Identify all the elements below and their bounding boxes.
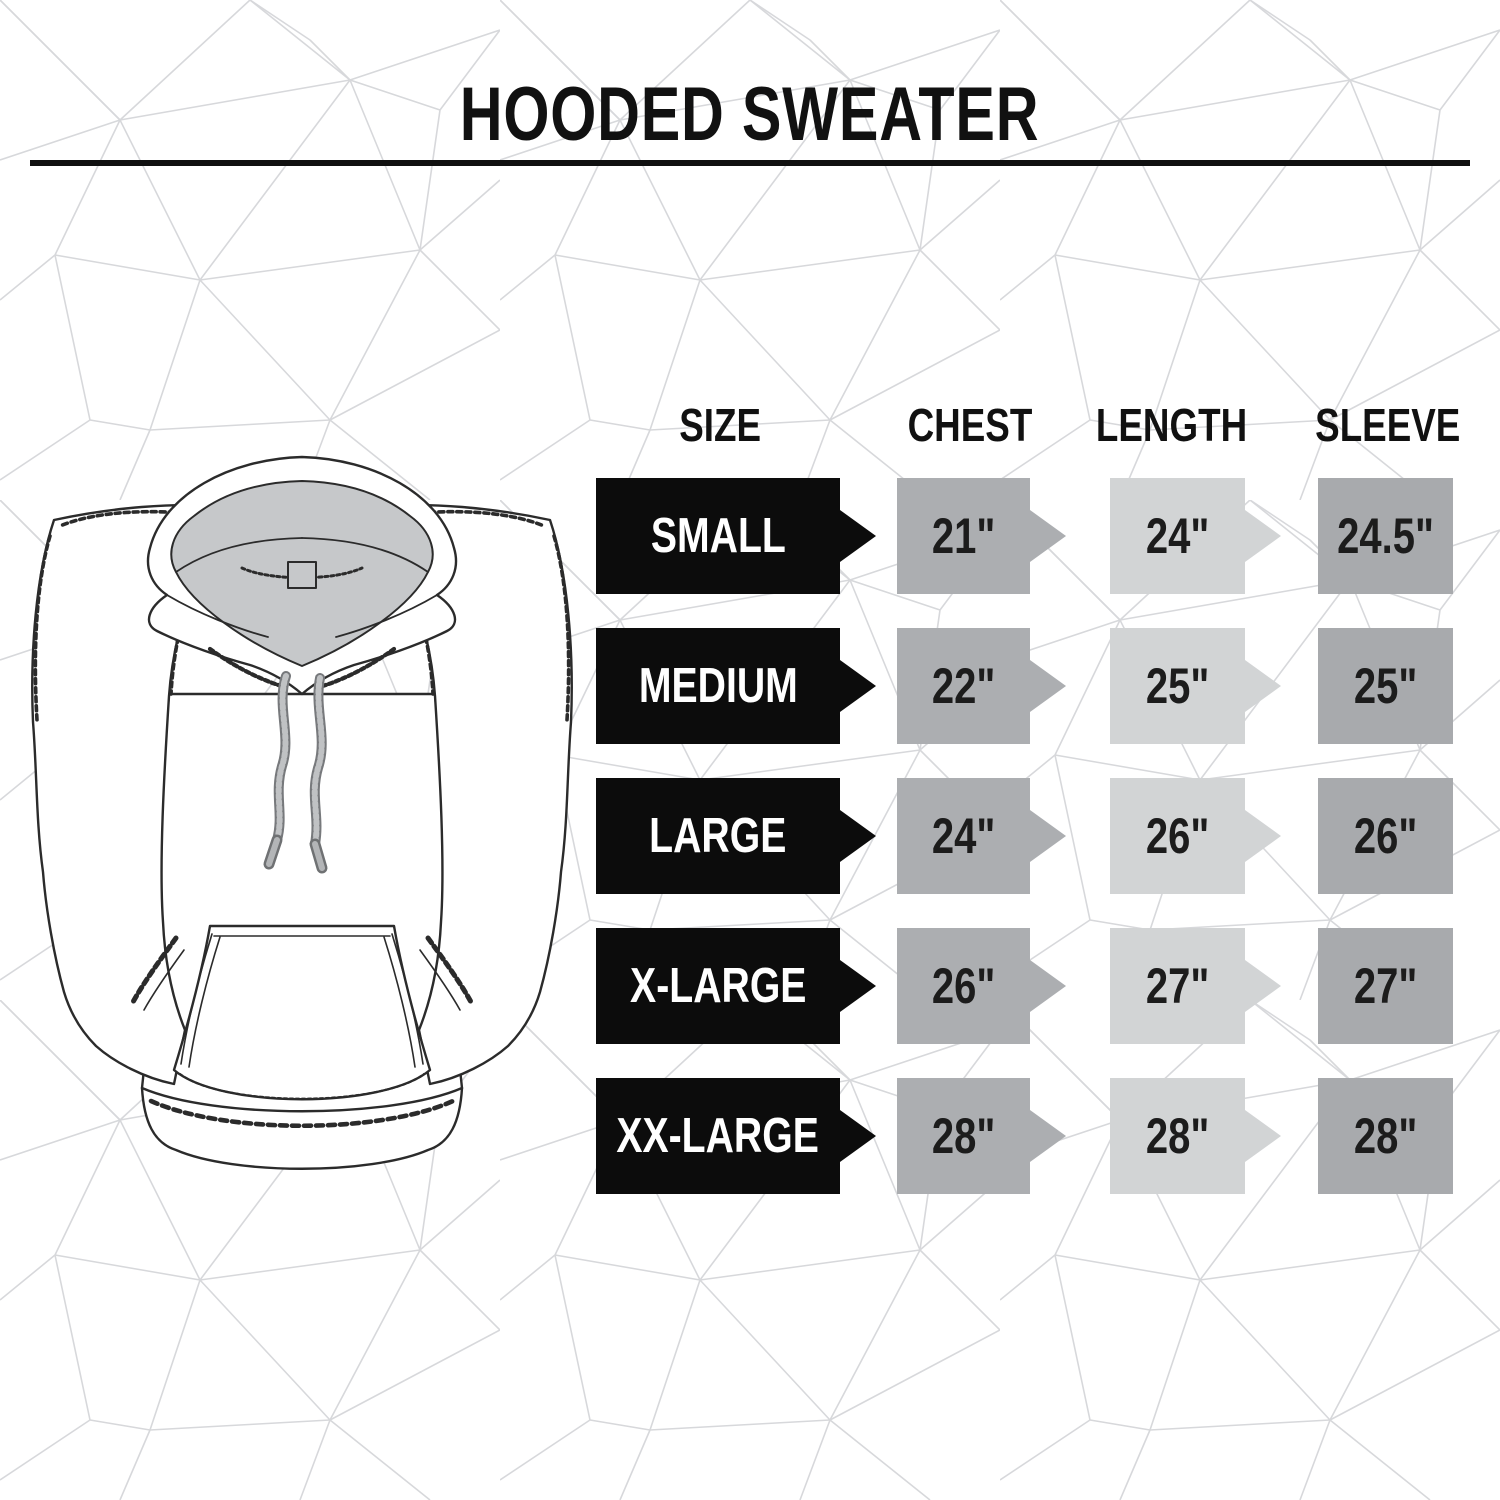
right-arrow-pointer	[1030, 660, 1066, 712]
length-value-xx-large: 28"	[1110, 1078, 1281, 1194]
sleeve-value-large: 26"	[1318, 778, 1453, 894]
right-arrow-pointer	[1030, 510, 1066, 562]
sleeve-value-xx-large: 28"	[1318, 1078, 1453, 1194]
sleeve-value-small: 24.5"	[1318, 478, 1453, 594]
right-arrow-pointer	[1245, 510, 1281, 562]
column-header-size: SIZE	[679, 399, 761, 451]
right-arrow-pointer	[1030, 960, 1066, 1012]
size-label-x-large: X-LARGE	[596, 928, 876, 1044]
size-label-large: LARGE	[596, 778, 876, 894]
title-divider	[30, 160, 1470, 166]
size-label-medium: MEDIUM	[596, 628, 876, 744]
chest-value-x-large: 26"	[897, 928, 1066, 1044]
page-title-text: HOODED SWEATER	[460, 71, 1040, 157]
right-arrow-pointer	[1030, 1110, 1066, 1162]
right-arrow-pointer	[840, 510, 876, 562]
length-value-large: 26"	[1110, 778, 1281, 894]
page-title: HOODED SWEATER	[0, 71, 1500, 157]
length-value-small: 24"	[1110, 478, 1281, 594]
size-label-xx-large: XX-LARGE	[596, 1078, 876, 1194]
column-header-sleeve: SLEEVE	[1315, 399, 1461, 451]
length-value-x-large: 27"	[1110, 928, 1281, 1044]
sleeve-value-x-large: 27"	[1318, 928, 1453, 1044]
right-arrow-pointer	[1245, 810, 1281, 862]
right-arrow-pointer	[840, 660, 876, 712]
right-arrow-pointer	[1245, 960, 1281, 1012]
right-arrow-pointer	[840, 960, 876, 1012]
right-arrow-pointer	[840, 1110, 876, 1162]
size-label-small: SMALL	[596, 478, 876, 594]
chest-value-xx-large: 28"	[897, 1078, 1066, 1194]
chest-value-small: 21"	[897, 478, 1066, 594]
hoodie-illustration	[31, 455, 573, 1170]
chest-value-medium: 22"	[897, 628, 1066, 744]
right-arrow-pointer	[840, 810, 876, 862]
right-arrow-pointer	[1030, 810, 1066, 862]
column-header-length: LENGTH	[1096, 399, 1248, 451]
right-arrow-pointer	[1245, 1110, 1281, 1162]
chest-value-large: 24"	[897, 778, 1066, 894]
length-value-medium: 25"	[1110, 628, 1281, 744]
sleeve-value-medium: 25"	[1318, 628, 1453, 744]
right-arrow-pointer	[1245, 660, 1281, 712]
column-header-chest: CHEST	[907, 399, 1033, 451]
